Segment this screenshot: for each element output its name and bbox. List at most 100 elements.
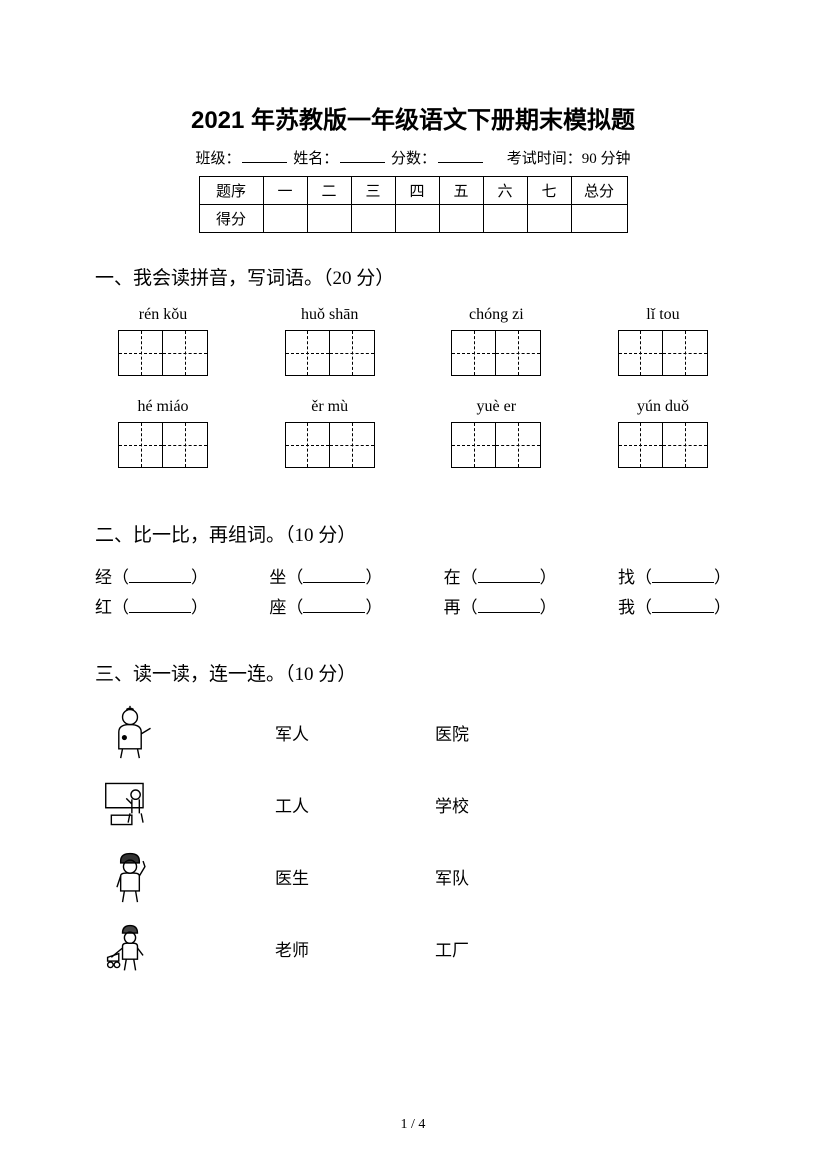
- q2-char: 我: [618, 598, 635, 617]
- q3-list: 军人 医院 工人 学校 医生 军队: [95, 702, 731, 978]
- q2-blank[interactable]: [129, 599, 191, 613]
- total-header: 总分: [571, 177, 627, 205]
- q2-blank[interactable]: [478, 569, 540, 583]
- q3-word-left: 医生: [275, 864, 355, 889]
- pinyin-item: chóng zi: [436, 306, 556, 380]
- q3-word-right: 军队: [435, 864, 515, 889]
- pinyin-label: huǒ shān: [270, 306, 390, 324]
- q1-heading: 一、我会读拼音，写词语。（20 分）: [95, 263, 731, 290]
- pinyin-item: yún duǒ: [603, 398, 723, 472]
- q2-char: 经: [95, 568, 112, 587]
- q2-char: 在: [444, 568, 461, 587]
- q1-row2: hé miáo ěr mù yuè er yún duǒ: [95, 398, 731, 472]
- col-header: 一: [263, 177, 307, 205]
- tian-grid[interactable]: [451, 422, 541, 468]
- exam-time: 考试时间：90 分钟: [507, 151, 631, 167]
- col-header: 三: [351, 177, 395, 205]
- q2-char: 坐: [269, 568, 286, 587]
- q2-char: 再: [444, 598, 461, 617]
- pinyin-item: rén kǒu: [103, 306, 223, 380]
- q2-blank[interactable]: [478, 599, 540, 613]
- tian-grid[interactable]: [451, 330, 541, 376]
- q2-char: 红: [95, 598, 112, 617]
- pinyin-item: lǐ tou: [603, 306, 723, 380]
- name-blank[interactable]: [340, 149, 385, 163]
- q2-char: 找: [618, 568, 635, 587]
- q3-word-right: 医院: [435, 720, 515, 745]
- q2-item: 经（）: [95, 563, 208, 593]
- q2-blank[interactable]: [652, 569, 714, 583]
- teacher-icon: [95, 774, 165, 834]
- student-info-line: 班级： 姓名： 分数： 考试时间：90 分钟: [95, 147, 731, 168]
- pinyin-item: huǒ shān: [270, 306, 390, 380]
- tian-grid[interactable]: [118, 422, 208, 468]
- tian-grid[interactable]: [285, 330, 375, 376]
- q3-row: 军人 医院: [95, 702, 731, 762]
- class-blank[interactable]: [242, 149, 287, 163]
- q2-row: 经（） 坐（） 在（） 找（）: [95, 563, 731, 593]
- q3-heading: 三、读一读，连一连。（10 分）: [95, 659, 731, 686]
- col-header: 四: [395, 177, 439, 205]
- class-label: 班级：: [195, 151, 240, 167]
- total-cell[interactable]: [571, 205, 627, 233]
- pinyin-label: yuè er: [436, 398, 556, 416]
- q2-item: 红（）: [95, 593, 208, 623]
- q2-blank[interactable]: [652, 599, 714, 613]
- q2-blank[interactable]: [129, 569, 191, 583]
- q3-word-right: 工厂: [435, 936, 515, 961]
- worker-icon: [95, 918, 165, 978]
- score-cell[interactable]: [351, 205, 395, 233]
- page-number: 1 / 4: [0, 1117, 826, 1133]
- q2-item: 在（）: [444, 563, 557, 593]
- tian-grid[interactable]: [618, 330, 708, 376]
- q2-blank[interactable]: [303, 569, 365, 583]
- q3-word-right: 学校: [435, 792, 515, 817]
- col-header: 五: [439, 177, 483, 205]
- name-label: 姓名：: [293, 151, 338, 167]
- score-cell[interactable]: [307, 205, 351, 233]
- q3-word-left: 工人: [275, 792, 355, 817]
- q2-blank[interactable]: [303, 599, 365, 613]
- pinyin-label: rén kǒu: [103, 306, 223, 324]
- q3-row: 工人 学校: [95, 774, 731, 834]
- score-label: 分数：: [391, 151, 436, 167]
- table-row: 得分: [199, 205, 627, 233]
- pinyin-label: yún duǒ: [603, 398, 723, 416]
- q2-item: 找（）: [618, 563, 731, 593]
- q2-item: 坐（）: [269, 563, 382, 593]
- row-header: 得分: [199, 205, 263, 233]
- score-cell[interactable]: [439, 205, 483, 233]
- tian-grid[interactable]: [118, 330, 208, 376]
- table-row: 题序 一 二 三 四 五 六 七 总分: [199, 177, 627, 205]
- q2-item: 再（）: [444, 593, 557, 623]
- pinyin-item: hé miáo: [103, 398, 223, 472]
- row-header: 题序: [199, 177, 263, 205]
- q3-row: 老师 工厂: [95, 918, 731, 978]
- q2-heading: 二、比一比，再组词。（10 分）: [95, 520, 731, 547]
- pinyin-item: ěr mù: [270, 398, 390, 472]
- q3-word-left: 军人: [275, 720, 355, 745]
- q3-row: 医生 军队: [95, 846, 731, 906]
- score-cell[interactable]: [395, 205, 439, 233]
- col-header: 六: [483, 177, 527, 205]
- score-cell[interactable]: [263, 205, 307, 233]
- q2-grid: 经（） 坐（） 在（） 找（） 红（） 座（） 再（） 我（）: [95, 563, 731, 623]
- score-table: 题序 一 二 三 四 五 六 七 总分 得分: [199, 176, 628, 233]
- q2-row: 红（） 座（） 再（） 我（）: [95, 593, 731, 623]
- q1-row1: rén kǒu huǒ shān chóng zi lǐ tou: [95, 306, 731, 380]
- pinyin-label: ěr mù: [270, 398, 390, 416]
- score-blank[interactable]: [438, 149, 483, 163]
- tian-grid[interactable]: [618, 422, 708, 468]
- pinyin-label: chóng zi: [436, 306, 556, 324]
- pinyin-label: lǐ tou: [603, 306, 723, 324]
- pinyin-label: hé miáo: [103, 398, 223, 416]
- q2-item: 我（）: [618, 593, 731, 623]
- q2-item: 座（）: [269, 593, 382, 623]
- doctor-icon: [95, 702, 165, 762]
- col-header: 二: [307, 177, 351, 205]
- q2-char: 座: [269, 598, 286, 617]
- tian-grid[interactable]: [285, 422, 375, 468]
- soldier-icon: [95, 846, 165, 906]
- score-cell[interactable]: [527, 205, 571, 233]
- score-cell[interactable]: [483, 205, 527, 233]
